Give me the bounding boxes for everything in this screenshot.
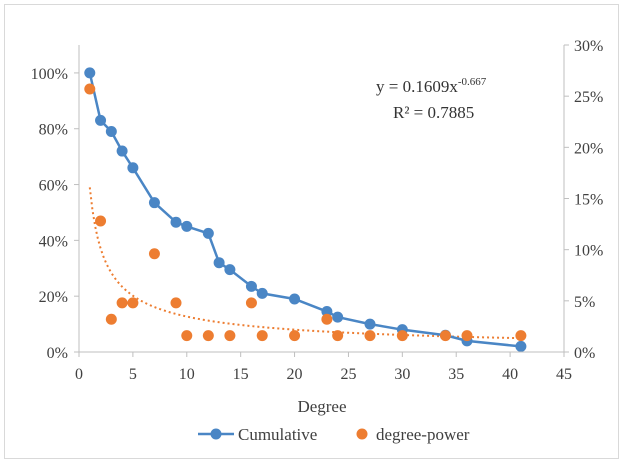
- degree-power-point: [245, 297, 257, 309]
- axes: 0 5 10 15 20 25 30 35 40 450%20%40%60%80%100%0%5%…: [31, 38, 604, 383]
- degree-power-point: [289, 330, 301, 342]
- trendline-degree-power: [88, 187, 521, 340]
- degree-power-point: [181, 330, 193, 342]
- degree-power-point: [127, 297, 139, 309]
- x-tick-label: 0: [75, 366, 83, 383]
- y-right-tick-label: 25%: [574, 89, 603, 106]
- cumulative-point: [95, 114, 107, 126]
- legend-marker-cumulative: [210, 428, 222, 440]
- equation-base: y = 0.1609x: [376, 77, 458, 96]
- x-tick-label: 40: [502, 366, 518, 383]
- legend-label-cumulative: Cumulative: [238, 425, 317, 444]
- degree-power-point: [116, 297, 128, 309]
- degree-power-point: [256, 330, 268, 342]
- cumulative-point: [289, 293, 301, 305]
- y-right-tick-label: 30%: [574, 38, 603, 55]
- y-right-tick-label: 5%: [574, 294, 595, 311]
- degree-power-point: [439, 330, 451, 342]
- legend: Cumulative degree-power: [198, 425, 470, 444]
- cumulative-point: [321, 306, 333, 318]
- x-tick-label: 5: [129, 366, 137, 383]
- y-right-tick-label: 10%: [574, 243, 603, 260]
- legend-marker-degree-power: [356, 428, 368, 440]
- degree-power-point: [95, 215, 107, 227]
- cumulative-point: [364, 318, 376, 330]
- cumulative-point: [515, 340, 527, 352]
- x-tick-label: 10: [179, 366, 195, 383]
- degree-power-point: [461, 330, 473, 342]
- y-left-tick-label: 0%: [47, 345, 68, 362]
- degree-power-point: [364, 330, 376, 342]
- legend-item-degree-power: degree-power: [356, 425, 470, 444]
- cumulative-point: [170, 216, 182, 228]
- y-right-tick-label: 20%: [574, 140, 603, 157]
- cumulative-point: [127, 162, 139, 174]
- legend-label-degree-power: degree-power: [376, 425, 470, 444]
- cumulative-point: [116, 145, 128, 157]
- y-left-tick-label: 80%: [39, 122, 68, 139]
- degree-power-point: [148, 248, 160, 260]
- cumulative-point: [148, 197, 160, 209]
- plot-area: [84, 67, 527, 352]
- cumulative-point: [256, 287, 268, 299]
- equation-exponent: -0.667: [458, 76, 487, 88]
- degree-power-point: [170, 297, 182, 309]
- y-left-tick-label: 40%: [39, 233, 68, 250]
- y-left-tick-label: 100%: [31, 66, 68, 83]
- degree-power-point: [105, 313, 117, 325]
- y-left-tick-label: 20%: [39, 289, 68, 306]
- cumulative-point: [105, 126, 117, 138]
- x-tick-label: 30: [394, 366, 410, 383]
- y-left-tick-label: 60%: [39, 178, 68, 195]
- cumulative-point: [202, 227, 214, 239]
- y-right-tick-label: 15%: [574, 192, 603, 209]
- legend-item-cumulative: Cumulative: [198, 425, 317, 444]
- equation-text: y = 0.1609x-0.667: [376, 76, 487, 96]
- degree-power-point: [332, 330, 344, 342]
- degree-power-point: [202, 330, 214, 342]
- degree-power-point: [396, 330, 408, 342]
- degree-power-point: [224, 330, 236, 342]
- degree-power-point: [84, 83, 96, 95]
- x-tick-label: 45: [556, 366, 572, 383]
- cumulative-point: [84, 67, 96, 79]
- y-right-tick-label: 0%: [574, 345, 595, 362]
- x-axis-title: Degree: [297, 397, 346, 416]
- cumulative-point: [181, 220, 193, 232]
- trendline-equation: y = 0.1609x-0.667 R² = 0.7885: [376, 76, 487, 122]
- chart-frame: [4, 4, 619, 459]
- degree-power-point: [515, 330, 527, 342]
- cumulative-point: [245, 280, 257, 292]
- x-tick-label: 35: [448, 366, 464, 383]
- x-tick-label: 25: [340, 366, 356, 383]
- x-tick-label: 20: [287, 366, 303, 383]
- cumulative-point: [213, 257, 225, 269]
- cumulative-point: [332, 311, 344, 323]
- x-tick-label: 15: [233, 366, 249, 383]
- cumulative-point: [224, 264, 236, 276]
- degree-power-point: [321, 313, 333, 325]
- r-squared-text: R² = 0.7885: [393, 103, 474, 122]
